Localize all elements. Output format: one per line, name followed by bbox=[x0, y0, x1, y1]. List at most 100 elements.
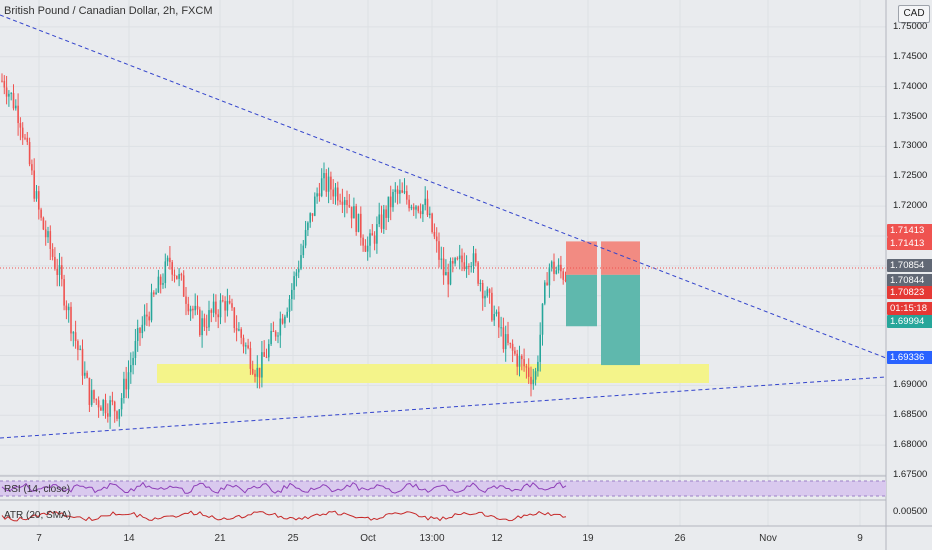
candle-body[interactable] bbox=[343, 200, 346, 205]
candle-body[interactable] bbox=[479, 283, 482, 285]
candle-body[interactable] bbox=[293, 276, 295, 290]
candle-body[interactable] bbox=[228, 300, 231, 304]
position-target-zone[interactable] bbox=[566, 274, 597, 327]
candle-body[interactable] bbox=[203, 318, 206, 327]
currency-button[interactable]: CAD bbox=[898, 5, 930, 23]
candle-body[interactable] bbox=[440, 258, 443, 260]
candle-body[interactable] bbox=[42, 217, 45, 230]
candle-body[interactable] bbox=[77, 341, 79, 350]
candle-body[interactable] bbox=[28, 142, 31, 165]
candle-body[interactable] bbox=[104, 400, 107, 414]
candle-body[interactable] bbox=[408, 199, 410, 209]
candle-body[interactable] bbox=[65, 305, 68, 311]
candle-body[interactable] bbox=[205, 326, 208, 328]
candle-body[interactable] bbox=[222, 300, 224, 302]
candle-body[interactable] bbox=[240, 329, 242, 338]
candle-body[interactable] bbox=[334, 187, 337, 197]
candle-body[interactable] bbox=[258, 367, 261, 378]
candle-body[interactable] bbox=[33, 170, 35, 199]
candle-body[interactable] bbox=[332, 189, 334, 197]
candle-body[interactable] bbox=[164, 261, 167, 284]
candle-body[interactable] bbox=[396, 189, 399, 194]
candle-body[interactable] bbox=[300, 255, 302, 269]
candle-body[interactable] bbox=[537, 361, 539, 372]
candle-body[interactable] bbox=[125, 378, 127, 390]
candle-body[interactable] bbox=[256, 367, 259, 377]
candle-body[interactable] bbox=[327, 176, 330, 192]
candle-body[interactable] bbox=[353, 206, 355, 219]
candle-body[interactable] bbox=[17, 105, 19, 124]
candle-body[interactable] bbox=[419, 211, 422, 215]
position-stop-zone[interactable] bbox=[566, 241, 597, 275]
candle-body[interactable] bbox=[369, 233, 371, 246]
candle-body[interactable] bbox=[348, 205, 351, 207]
candle-body[interactable] bbox=[401, 190, 403, 193]
candle-body[interactable] bbox=[215, 301, 217, 315]
candle-body[interactable] bbox=[247, 345, 249, 349]
candle-body[interactable] bbox=[316, 193, 318, 197]
lower-trendline[interactable] bbox=[0, 376, 887, 439]
support-zone[interactable] bbox=[157, 364, 709, 383]
atr-label[interactable]: ATR (20, SMA) bbox=[4, 510, 72, 521]
candle-body[interactable] bbox=[488, 289, 491, 293]
candle-body[interactable] bbox=[81, 348, 84, 376]
candle-body[interactable] bbox=[454, 258, 456, 264]
candle-body[interactable] bbox=[157, 276, 160, 293]
candle-body[interactable] bbox=[380, 214, 383, 229]
candle-body[interactable] bbox=[265, 356, 268, 358]
candle-body[interactable] bbox=[15, 105, 17, 109]
candle-body[interactable] bbox=[339, 200, 341, 202]
candle-body[interactable] bbox=[534, 371, 537, 380]
candle-body[interactable] bbox=[150, 292, 153, 321]
candle-body[interactable] bbox=[143, 314, 146, 325]
candle-body[interactable] bbox=[132, 357, 134, 366]
candle-body[interactable] bbox=[491, 292, 493, 321]
candle-body[interactable] bbox=[123, 378, 125, 399]
candle-body[interactable] bbox=[498, 311, 500, 328]
candle-body[interactable] bbox=[470, 266, 472, 268]
candle-body[interactable] bbox=[113, 401, 116, 412]
candle-body[interactable] bbox=[493, 314, 495, 321]
candle-body[interactable] bbox=[88, 377, 91, 405]
candle-body[interactable] bbox=[208, 310, 210, 328]
candle-body[interactable] bbox=[509, 342, 512, 344]
candle-body[interactable] bbox=[415, 206, 417, 210]
candle-body[interactable] bbox=[277, 335, 279, 337]
candle-body[interactable] bbox=[44, 229, 47, 238]
candle-body[interactable] bbox=[189, 308, 192, 312]
candle-body[interactable] bbox=[212, 301, 215, 313]
candle-body[interactable] bbox=[235, 328, 238, 331]
candle-body[interactable] bbox=[539, 334, 541, 362]
candle-body[interactable] bbox=[304, 230, 307, 246]
candle-body[interactable] bbox=[472, 253, 475, 267]
candle-body[interactable] bbox=[192, 308, 194, 311]
candle-body[interactable] bbox=[120, 398, 123, 410]
candle-body[interactable] bbox=[297, 268, 300, 273]
candle-body[interactable] bbox=[231, 303, 233, 308]
candle-body[interactable] bbox=[279, 318, 282, 336]
candle-body[interactable] bbox=[309, 213, 311, 223]
candle-body[interactable] bbox=[3, 80, 6, 88]
candle-body[interactable] bbox=[341, 201, 344, 205]
candle-body[interactable] bbox=[254, 373, 256, 377]
candle-body[interactable] bbox=[521, 355, 523, 360]
candle-body[interactable] bbox=[468, 265, 470, 267]
candle-body[interactable] bbox=[61, 265, 63, 280]
candle-body[interactable] bbox=[295, 272, 298, 277]
rsi-label[interactable]: RSI (14, close) bbox=[4, 484, 71, 495]
candle-body[interactable] bbox=[302, 245, 305, 256]
candle-body[interactable] bbox=[185, 296, 187, 304]
candle-body[interactable] bbox=[514, 350, 516, 354]
candle-body[interactable] bbox=[399, 190, 401, 194]
candle-body[interactable] bbox=[136, 328, 139, 341]
candle-body[interactable] bbox=[541, 303, 544, 335]
candle-body[interactable] bbox=[58, 265, 61, 275]
candle-body[interactable] bbox=[162, 283, 164, 285]
candle-body[interactable] bbox=[180, 274, 183, 276]
candle-body[interactable] bbox=[422, 205, 424, 215]
candle-body[interactable] bbox=[406, 191, 408, 200]
candle-body[interactable] bbox=[371, 233, 374, 236]
candle-body[interactable] bbox=[288, 299, 291, 312]
candle-body[interactable] bbox=[337, 187, 339, 201]
